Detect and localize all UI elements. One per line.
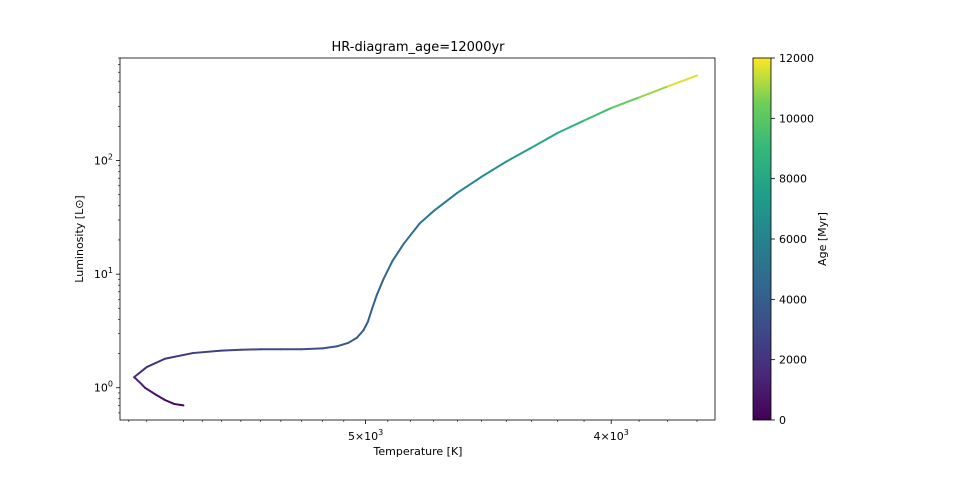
axes: 100 101 102 5×103 4×103 <box>94 57 716 443</box>
track-segment <box>163 352 194 360</box>
track-segment <box>366 307 374 323</box>
x-axis-label: Temperature [K] <box>373 445 463 458</box>
axes-frame <box>119 57 716 421</box>
track-segment <box>432 191 459 212</box>
chart-title: HR-diagram_age=12000yr <box>331 40 505 55</box>
track-segment <box>145 357 166 369</box>
track-segment <box>336 341 350 348</box>
colorbar-label: Age [Myr] <box>816 212 829 266</box>
track-segment <box>456 175 483 194</box>
colorbar-tick-label: 10000 <box>779 112 814 125</box>
colorbar-tick-label: 4000 <box>779 293 807 306</box>
track-segment <box>610 96 641 110</box>
track-segment <box>143 386 157 396</box>
track-segment <box>300 347 324 351</box>
track-segment <box>480 160 508 178</box>
track-segment <box>371 294 378 310</box>
track-segment <box>133 376 143 385</box>
track-segment <box>321 345 339 350</box>
track-segment <box>220 348 242 352</box>
track-segment <box>583 107 613 122</box>
colorbar-tick-label: 2000 <box>779 354 807 367</box>
track-segment <box>173 402 185 407</box>
track-segment <box>391 242 405 263</box>
colorbar-tick-label: 8000 <box>779 173 807 186</box>
track-segment <box>402 222 421 245</box>
y-tick-label: 102 <box>94 153 113 168</box>
track-segment <box>163 398 176 405</box>
track-segment <box>666 74 699 88</box>
colorbar-tick-label: 0 <box>779 414 786 427</box>
track-segment <box>556 119 586 134</box>
track-segment <box>133 366 148 379</box>
track-segment <box>191 349 223 355</box>
track-segment <box>382 260 394 281</box>
track-segment <box>347 336 358 344</box>
track-segment <box>638 85 669 99</box>
y-axis-label: Luminosity [L⊙] <box>73 195 86 282</box>
colorbar <box>752 57 772 421</box>
x-tick-label: 5×103 <box>348 428 383 443</box>
x-tick-label: 4×103 <box>594 428 629 443</box>
track-segment <box>375 278 385 297</box>
track-segment <box>505 146 533 163</box>
plot-area <box>120 58 715 420</box>
track-segment <box>362 320 369 332</box>
track-segment <box>418 209 435 225</box>
track-segment <box>530 131 559 149</box>
hr-track <box>133 74 699 407</box>
colorbar-ticks: 0 2000 4000 6000 8000 10000 12000 <box>771 52 814 427</box>
colorbar-tick-label: 12000 <box>779 52 814 65</box>
colorbar-tick-label: 6000 <box>779 233 807 246</box>
track-segment <box>154 393 166 401</box>
plot-background <box>120 58 715 420</box>
track-segment <box>355 329 365 339</box>
y-tick-label: 100 <box>94 380 113 395</box>
y-tick-label: 101 <box>94 266 113 281</box>
